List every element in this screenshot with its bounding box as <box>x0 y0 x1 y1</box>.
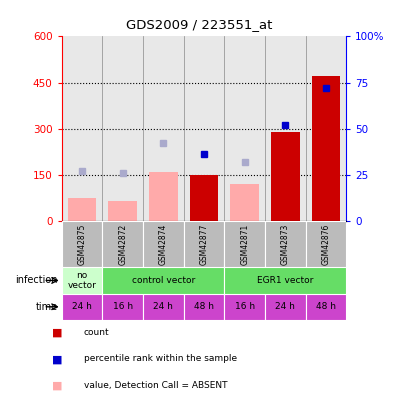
Text: time: time <box>35 302 58 312</box>
Text: 24 h: 24 h <box>153 302 173 311</box>
Text: percentile rank within the sample: percentile rank within the sample <box>84 354 237 363</box>
Bar <box>102 294 143 320</box>
Bar <box>62 221 102 267</box>
Bar <box>62 267 102 294</box>
Bar <box>68 198 96 221</box>
Bar <box>224 221 265 267</box>
Text: ■: ■ <box>52 354 62 364</box>
Bar <box>102 267 224 294</box>
Bar <box>108 201 137 221</box>
Text: 48 h: 48 h <box>316 302 336 311</box>
Text: GSM42875: GSM42875 <box>78 223 86 265</box>
Text: GSM42876: GSM42876 <box>322 223 330 265</box>
Bar <box>230 184 259 221</box>
Bar <box>306 294 346 320</box>
Text: GDS2009 / 223551_at: GDS2009 / 223551_at <box>126 18 272 31</box>
Bar <box>102 221 143 267</box>
Bar <box>183 294 224 320</box>
Text: GSM42873: GSM42873 <box>281 223 290 265</box>
Bar <box>224 267 346 294</box>
Bar <box>62 294 102 320</box>
Text: ■: ■ <box>52 328 62 338</box>
Text: 16 h: 16 h <box>113 302 133 311</box>
Bar <box>143 294 183 320</box>
Text: 16 h: 16 h <box>234 302 255 311</box>
Bar <box>143 221 183 267</box>
Bar <box>183 221 224 267</box>
Bar <box>265 294 306 320</box>
Text: 24 h: 24 h <box>275 302 295 311</box>
Text: value, Detection Call = ABSENT: value, Detection Call = ABSENT <box>84 381 227 390</box>
Text: GSM42877: GSM42877 <box>199 223 209 265</box>
Text: GSM42874: GSM42874 <box>159 223 168 265</box>
Text: GSM42871: GSM42871 <box>240 224 249 264</box>
Bar <box>306 221 346 267</box>
Text: 24 h: 24 h <box>72 302 92 311</box>
Bar <box>190 175 218 221</box>
Bar <box>224 294 265 320</box>
Bar <box>271 132 300 221</box>
Text: GSM42872: GSM42872 <box>118 224 127 264</box>
Bar <box>149 172 178 221</box>
Text: control vector: control vector <box>132 276 195 285</box>
Bar <box>312 77 340 221</box>
Text: count: count <box>84 328 109 337</box>
Text: EGR1 vector: EGR1 vector <box>257 276 314 285</box>
Bar <box>265 221 306 267</box>
Text: ■: ■ <box>52 381 62 391</box>
Text: 48 h: 48 h <box>194 302 214 311</box>
Text: infection: infection <box>15 275 58 286</box>
Text: no
vector: no vector <box>68 271 96 290</box>
